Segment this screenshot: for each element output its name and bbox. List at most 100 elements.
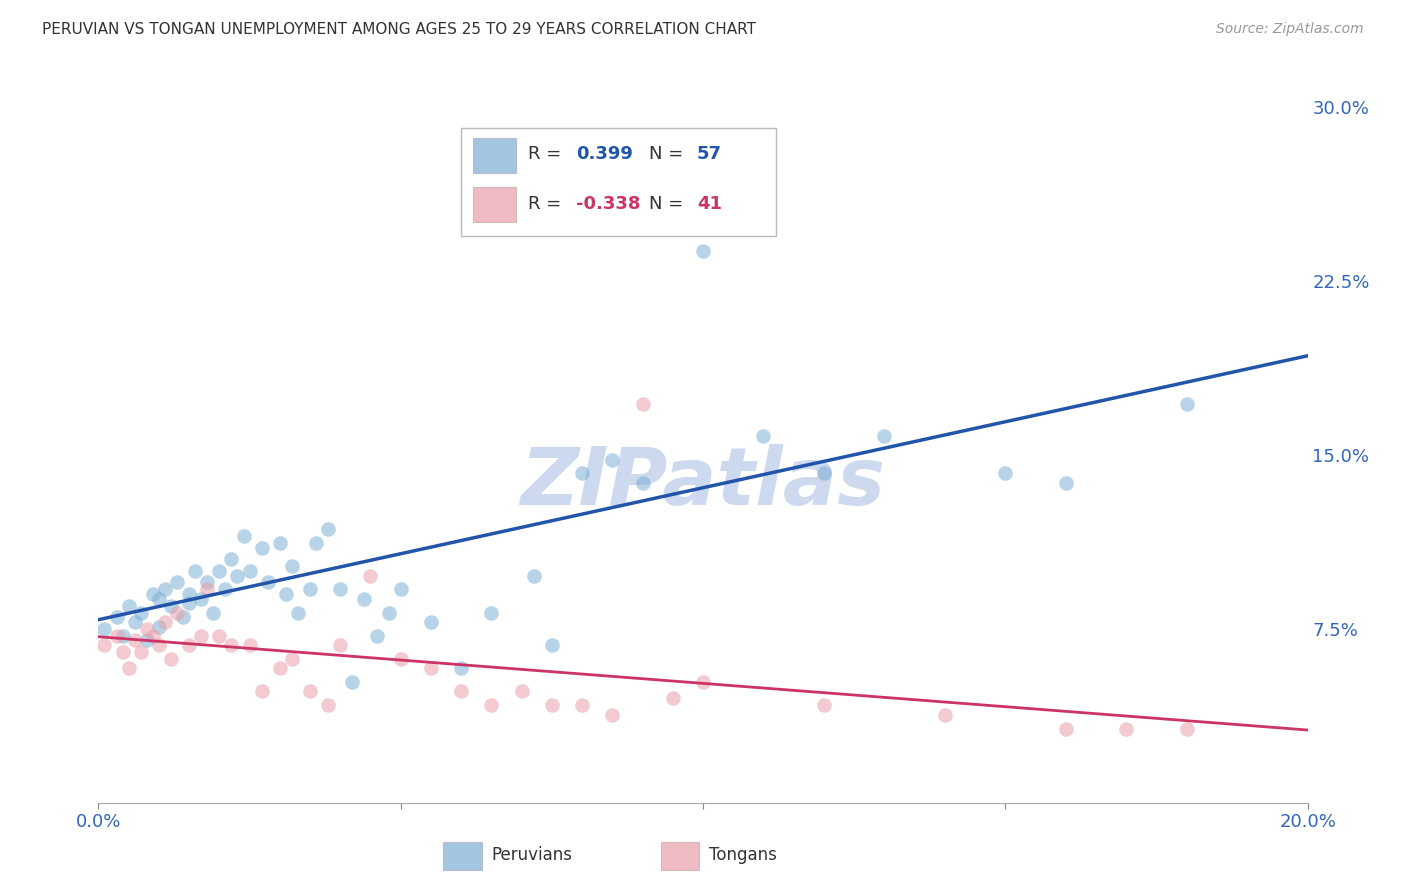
Point — [366, 629, 388, 643]
Point — [316, 522, 339, 536]
Point — [111, 645, 134, 659]
Text: Peruvians: Peruvians — [492, 846, 572, 864]
Text: N =: N = — [648, 195, 683, 213]
Point — [184, 564, 207, 578]
Point — [124, 615, 146, 629]
Point — [190, 591, 212, 606]
Point — [202, 606, 225, 620]
Point — [274, 587, 297, 601]
Point — [190, 629, 212, 643]
Point — [281, 559, 304, 574]
Point — [1175, 397, 1198, 411]
Point — [934, 707, 956, 722]
Point — [389, 652, 412, 666]
Point — [281, 652, 304, 666]
Point — [1115, 722, 1137, 736]
Point — [510, 151, 533, 165]
Point — [153, 615, 176, 629]
Point — [481, 698, 503, 713]
Point — [269, 536, 291, 550]
Point — [153, 582, 176, 597]
FancyBboxPatch shape — [461, 128, 776, 235]
Text: 41: 41 — [697, 195, 721, 213]
Point — [299, 684, 322, 698]
Point — [221, 552, 243, 566]
Point — [142, 629, 165, 643]
Point — [195, 582, 218, 597]
Point — [160, 652, 183, 666]
Point — [166, 606, 188, 620]
Point — [179, 587, 201, 601]
FancyBboxPatch shape — [474, 187, 516, 222]
FancyBboxPatch shape — [474, 138, 516, 173]
Point — [602, 707, 624, 722]
Text: N =: N = — [648, 145, 683, 163]
Point — [256, 575, 278, 590]
Text: ZIPatlas: ZIPatlas — [520, 443, 886, 522]
Point — [111, 629, 134, 643]
Point — [661, 691, 683, 706]
Point — [540, 698, 562, 713]
Point — [93, 638, 115, 652]
Point — [316, 698, 339, 713]
Point — [195, 575, 218, 590]
Point — [129, 606, 152, 620]
Point — [692, 244, 714, 258]
Point — [329, 582, 352, 597]
Point — [450, 661, 472, 675]
Point — [148, 591, 170, 606]
Point — [994, 467, 1017, 481]
Point — [420, 661, 443, 675]
Point — [250, 541, 273, 555]
Point — [135, 622, 157, 636]
Point — [250, 684, 273, 698]
Point — [571, 698, 593, 713]
Point — [129, 645, 152, 659]
Text: 0.399: 0.399 — [576, 145, 633, 163]
Point — [214, 582, 236, 597]
Text: R =: R = — [527, 145, 561, 163]
Point — [692, 675, 714, 690]
Point — [226, 568, 249, 582]
Point — [1175, 722, 1198, 736]
Text: PERUVIAN VS TONGAN UNEMPLOYMENT AMONG AGES 25 TO 29 YEARS CORRELATION CHART: PERUVIAN VS TONGAN UNEMPLOYMENT AMONG AG… — [42, 22, 756, 37]
Point — [239, 638, 262, 652]
Point — [232, 529, 254, 543]
Point — [239, 564, 262, 578]
Point — [813, 467, 835, 481]
Point — [179, 638, 201, 652]
Point — [105, 629, 128, 643]
Point — [523, 568, 546, 582]
Point — [873, 429, 896, 443]
Text: 57: 57 — [697, 145, 721, 163]
Point — [299, 582, 322, 597]
Point — [602, 452, 624, 467]
Point — [208, 564, 231, 578]
Point — [377, 606, 399, 620]
Text: R =: R = — [527, 195, 561, 213]
Point — [389, 582, 412, 597]
Point — [166, 575, 188, 590]
Point — [353, 591, 375, 606]
Point — [510, 684, 533, 698]
FancyBboxPatch shape — [661, 842, 699, 871]
Point — [148, 619, 170, 633]
Point — [631, 475, 654, 490]
Point — [93, 622, 115, 636]
Point — [420, 615, 443, 629]
Point — [208, 629, 231, 643]
Point — [221, 638, 243, 652]
Point — [172, 610, 194, 624]
Point — [269, 661, 291, 675]
Point — [118, 599, 141, 613]
Point — [329, 638, 352, 652]
Point — [360, 568, 382, 582]
Point — [287, 606, 309, 620]
Point — [631, 397, 654, 411]
Point — [1054, 722, 1077, 736]
Point — [305, 536, 328, 550]
Point — [142, 587, 165, 601]
Point — [481, 606, 503, 620]
Point — [1054, 475, 1077, 490]
Text: Tongans: Tongans — [709, 846, 778, 864]
